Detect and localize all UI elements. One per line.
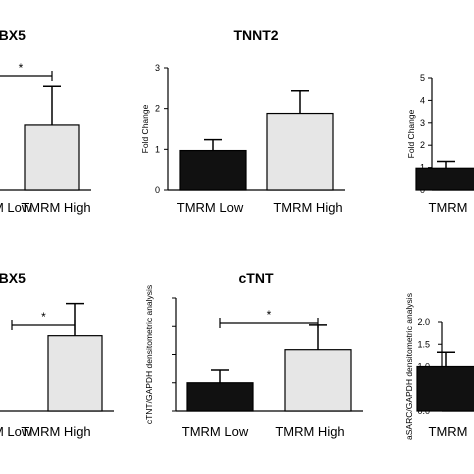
significance-star: * [267, 308, 272, 322]
y-tick-label: 2 [420, 140, 425, 150]
bar-tmrm-high [47, 335, 103, 412]
y-tick-label: 5 [420, 73, 425, 83]
significance-star: * [41, 310, 46, 324]
x-tick-label: TMRM Low [182, 424, 249, 439]
y-tick-label: 1 [155, 144, 160, 154]
x-tick-label: TMRM Low [0, 424, 32, 439]
x-tick-label: TMRM High [21, 424, 90, 439]
y-tick-label: 3 [155, 63, 160, 73]
y-tick-label: 3 [420, 118, 425, 128]
x-tick-label: TMRM Low [0, 200, 32, 215]
chart-title: TNNT2 [233, 27, 278, 43]
chart-title: cTNT [239, 270, 274, 286]
chart-title: TBX5 [0, 270, 26, 286]
bar-tmrm [415, 167, 474, 191]
y-axis-label: Fold Change [406, 109, 416, 158]
chart-title: TBX5 [0, 27, 26, 43]
y-tick-label: 0 [155, 185, 160, 195]
x-tick-label: TMRM High [21, 200, 90, 215]
y-tick-label: 4 [420, 95, 425, 105]
y-axis-label: aSARC/GAPDH densitometric analysis [404, 293, 414, 440]
y-axis-label: Fold Change [140, 104, 150, 153]
bar-tmrm-low [186, 382, 254, 412]
bar-tmrm-high [24, 124, 80, 191]
bar-tmrm-high [266, 112, 334, 191]
x-tick-label: TMRM [429, 200, 468, 215]
significance-star: * [19, 61, 24, 75]
bar-tmrm-low [179, 149, 247, 191]
x-tick-label: TMRM [429, 424, 468, 439]
x-tick-label: TMRM High [273, 200, 342, 215]
y-tick-label: 2 [155, 104, 160, 114]
x-tick-label: TMRM Low [177, 200, 244, 215]
y-tick-label: 1.5 [417, 339, 430, 349]
y-tick-label: 2.0 [417, 317, 430, 327]
y-axis-label: cTNT/GAPDH densitometric analysis [144, 285, 154, 424]
y-tick-label: 1 [420, 163, 425, 173]
chart-panel-ctnt: cTNT cTNT/GAPDH densitometric analysis TMR… [144, 270, 363, 439]
chart-panel-tnnt2: TNNT2 0 1 2 3 Fold Change TMRM Low TMRM High [140, 27, 345, 215]
bar-tmrm [416, 365, 474, 412]
bar-tmrm-high [284, 349, 352, 412]
x-tick-label: TMRM High [275, 424, 344, 439]
